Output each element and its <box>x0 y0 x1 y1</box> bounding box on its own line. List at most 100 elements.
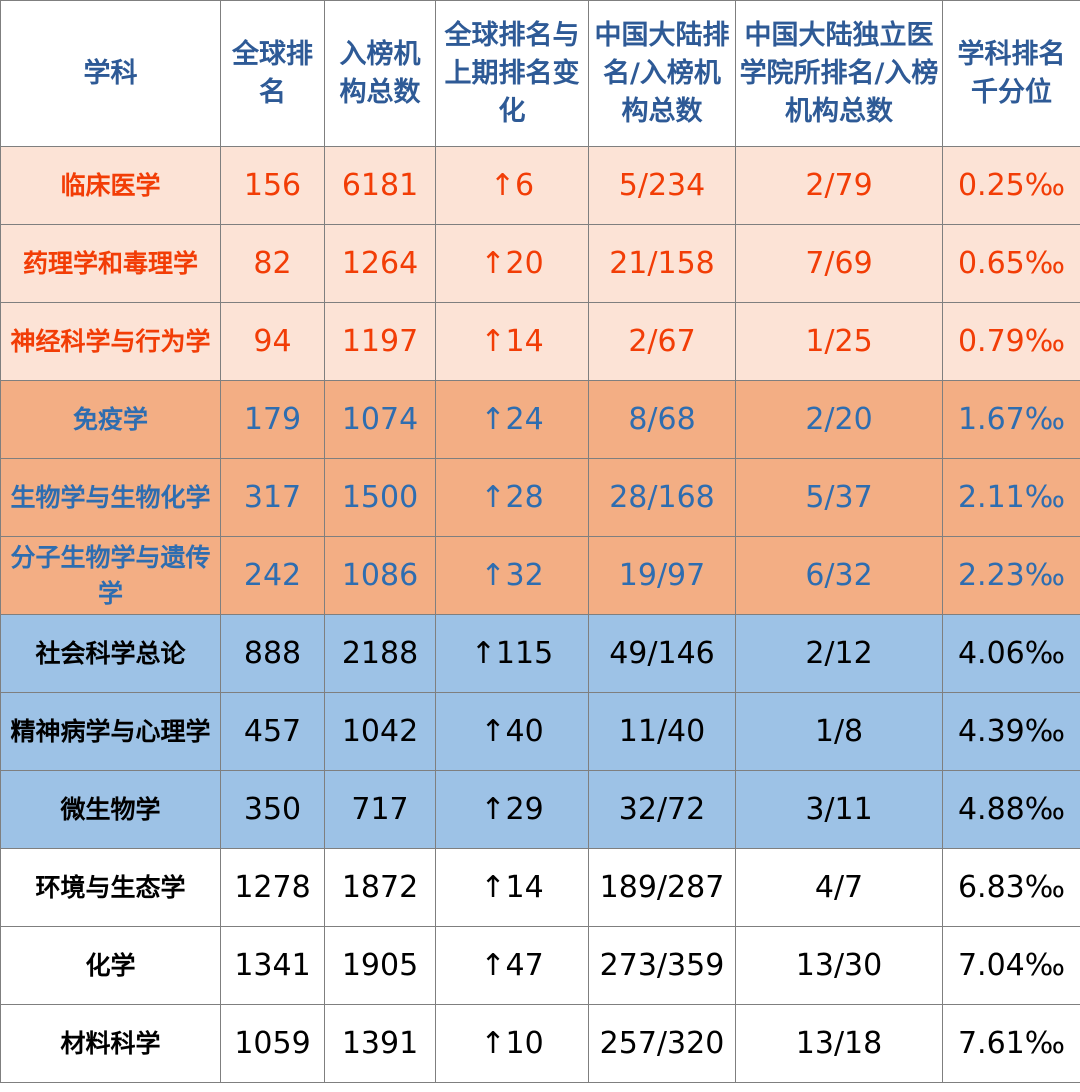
table-row: 药理学和毒理学 82 1264 ↑20 21/158 7/69 0.65‰ <box>0 224 1080 303</box>
global-rank-cell: 156 <box>220 146 325 225</box>
subject-cell: 化学 <box>0 926 221 1005</box>
global-rank-cell: 94 <box>220 302 325 381</box>
china-rank-cell: 273/359 <box>588 926 736 1005</box>
subject-cell: 环境与生态学 <box>0 848 221 927</box>
table-row: 分子生物学与遗传学 242 1086 ↑32 19/97 6/32 2.23‰ <box>0 536 1080 615</box>
china-rank-cell: 28/168 <box>588 458 736 537</box>
permille-cell: 4.88‰ <box>942 770 1080 849</box>
global-rank-cell: 1278 <box>220 848 325 927</box>
china-rank-cell: 21/158 <box>588 224 736 303</box>
table-row: 环境与生态学 1278 1872 ↑14 189/287 4/7 6.83‰ <box>0 848 1080 927</box>
header-row: 学科 全球排名 入榜机构总数 全球排名与上期排名变化 中国大陆排名/入榜机构总数… <box>0 0 1080 147</box>
china-rank-cell: 2/67 <box>588 302 736 381</box>
institutions-cell: 6181 <box>324 146 436 225</box>
header-rank-change: 全球排名与上期排名变化 <box>435 0 589 147</box>
header-china-rank: 中国大陆排名/入榜机构总数 <box>588 0 736 147</box>
rank-change-cell: ↑29 <box>435 770 589 849</box>
global-rank-cell: 317 <box>220 458 325 537</box>
permille-cell: 7.04‰ <box>942 926 1080 1005</box>
permille-cell: 4.39‰ <box>942 692 1080 771</box>
table-row: 材料科学 1059 1391 ↑10 257/320 13/18 7.61‰ <box>0 1004 1080 1083</box>
rank-change-cell: ↑28 <box>435 458 589 537</box>
subject-cell: 临床医学 <box>0 146 221 225</box>
table-row: 化学 1341 1905 ↑47 273/359 13/30 7.04‰ <box>0 926 1080 1005</box>
institutions-cell: 717 <box>324 770 436 849</box>
header-institutions: 入榜机构总数 <box>324 0 436 147</box>
subject-cell: 微生物学 <box>0 770 221 849</box>
subject-cell: 免疫学 <box>0 380 221 459</box>
global-rank-cell: 457 <box>220 692 325 771</box>
china-rank-cell: 11/40 <box>588 692 736 771</box>
table-row: 社会科学总论 888 2188 ↑115 49/146 2/12 4.06‰ <box>0 614 1080 693</box>
china-rank-cell: 49/146 <box>588 614 736 693</box>
table-row: 临床医学 156 6181 ↑6 5/234 2/79 0.25‰ <box>0 146 1080 225</box>
institutions-cell: 1264 <box>324 224 436 303</box>
permille-cell: 6.83‰ <box>942 848 1080 927</box>
global-rank-cell: 179 <box>220 380 325 459</box>
rank-change-cell: ↑14 <box>435 302 589 381</box>
permille-cell: 0.65‰ <box>942 224 1080 303</box>
china-rank-cell: 19/97 <box>588 536 736 615</box>
medical-rank-cell: 13/18 <box>735 1004 943 1083</box>
rank-change-cell: ↑6 <box>435 146 589 225</box>
china-rank-cell: 189/287 <box>588 848 736 927</box>
medical-rank-cell: 2/12 <box>735 614 943 693</box>
china-rank-cell: 257/320 <box>588 1004 736 1083</box>
rank-change-cell: ↑47 <box>435 926 589 1005</box>
institutions-cell: 1905 <box>324 926 436 1005</box>
table-row: 微生物学 350 717 ↑29 32/72 3/11 4.88‰ <box>0 770 1080 849</box>
rank-change-cell: ↑14 <box>435 848 589 927</box>
global-rank-cell: 1341 <box>220 926 325 1005</box>
subject-cell: 神经科学与行为学 <box>0 302 221 381</box>
permille-cell: 4.06‰ <box>942 614 1080 693</box>
global-rank-cell: 82 <box>220 224 325 303</box>
global-rank-cell: 242 <box>220 536 325 615</box>
medical-rank-cell: 3/11 <box>735 770 943 849</box>
institutions-cell: 1042 <box>324 692 436 771</box>
institutions-cell: 1086 <box>324 536 436 615</box>
header-permille: 学科排名千分位 <box>942 0 1080 147</box>
medical-rank-cell: 6/32 <box>735 536 943 615</box>
medical-rank-cell: 4/7 <box>735 848 943 927</box>
institutions-cell: 1074 <box>324 380 436 459</box>
medical-rank-cell: 13/30 <box>735 926 943 1005</box>
permille-cell: 0.79‰ <box>942 302 1080 381</box>
subject-cell: 药理学和毒理学 <box>0 224 221 303</box>
medical-rank-cell: 2/20 <box>735 380 943 459</box>
subject-cell: 分子生物学与遗传学 <box>0 536 221 615</box>
institutions-cell: 2188 <box>324 614 436 693</box>
institutions-cell: 1197 <box>324 302 436 381</box>
permille-cell: 2.23‰ <box>942 536 1080 615</box>
header-global-rank: 全球排名 <box>220 0 325 147</box>
table-row: 免疫学 179 1074 ↑24 8/68 2/20 1.67‰ <box>0 380 1080 459</box>
rank-change-cell: ↑20 <box>435 224 589 303</box>
institutions-cell: 1500 <box>324 458 436 537</box>
subject-cell: 生物学与生物化学 <box>0 458 221 537</box>
medical-rank-cell: 5/37 <box>735 458 943 537</box>
medical-rank-cell: 1/8 <box>735 692 943 771</box>
global-rank-cell: 888 <box>220 614 325 693</box>
institutions-cell: 1391 <box>324 1004 436 1083</box>
permille-cell: 7.61‰ <box>942 1004 1080 1083</box>
subject-cell: 精神病学与心理学 <box>0 692 221 771</box>
medical-rank-cell: 7/69 <box>735 224 943 303</box>
rank-change-cell: ↑40 <box>435 692 589 771</box>
header-subject: 学科 <box>0 0 221 147</box>
subject-cell: 社会科学总论 <box>0 614 221 693</box>
global-rank-cell: 350 <box>220 770 325 849</box>
china-rank-cell: 8/68 <box>588 380 736 459</box>
table-row: 神经科学与行为学 94 1197 ↑14 2/67 1/25 0.79‰ <box>0 302 1080 381</box>
table-row: 生物学与生物化学 317 1500 ↑28 28/168 5/37 2.11‰ <box>0 458 1080 537</box>
medical-rank-cell: 2/79 <box>735 146 943 225</box>
permille-cell: 1.67‰ <box>942 380 1080 459</box>
header-medical-rank: 中国大陆独立医学院所排名/入榜机构总数 <box>735 0 943 147</box>
subject-cell: 材料科学 <box>0 1004 221 1083</box>
permille-cell: 2.11‰ <box>942 458 1080 537</box>
medical-rank-cell: 1/25 <box>735 302 943 381</box>
permille-cell: 0.25‰ <box>942 146 1080 225</box>
rank-change-cell: ↑32 <box>435 536 589 615</box>
rank-change-cell: ↑10 <box>435 1004 589 1083</box>
institutions-cell: 1872 <box>324 848 436 927</box>
global-rank-cell: 1059 <box>220 1004 325 1083</box>
